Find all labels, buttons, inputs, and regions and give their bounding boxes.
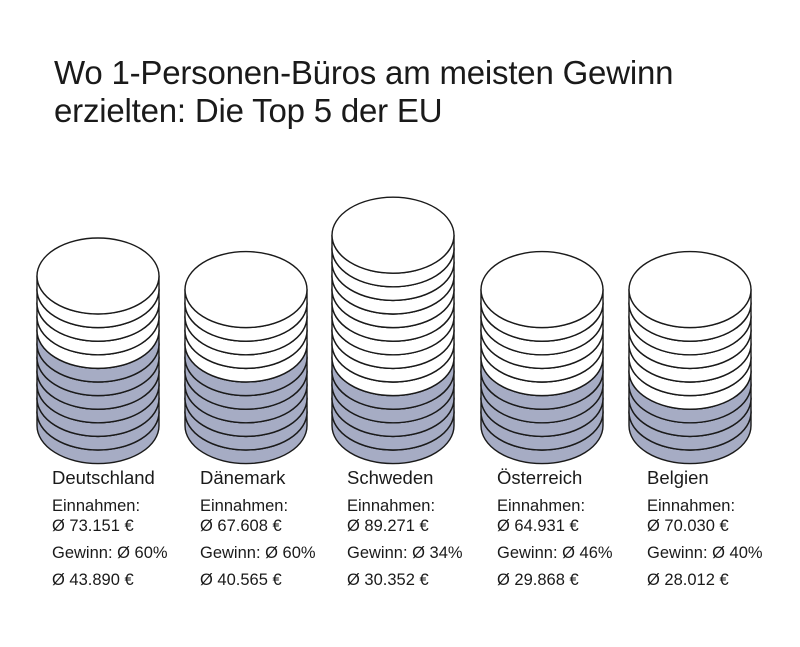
einnahmen-value: Ø 89.271 € xyxy=(347,517,429,535)
gewinn-percent: Gewinn: Ø 34% xyxy=(347,544,463,562)
gewinn-value: Ø 30.352 € xyxy=(347,571,429,589)
country-label: Schweden xyxy=(347,467,434,488)
label-group-deutschland: Deutschland Einnahmen: Ø 73.151 € Gewinn… xyxy=(52,466,202,590)
coin-top xyxy=(184,250,308,342)
einnahmen-label: Einnahmen: xyxy=(200,497,289,515)
gewinn-percent: Gewinn: Ø 60% xyxy=(200,544,316,562)
einnahmen-value: Ø 64.931 € xyxy=(497,517,579,535)
gewinn-value: Ø 43.890 € xyxy=(52,571,134,589)
label-group-daenemark: Dänemark Einnahmen: Ø 67.608 € Gewinn: Ø… xyxy=(200,466,350,590)
coin-top xyxy=(480,250,604,342)
coin-stack-3 xyxy=(331,196,455,465)
coin-face xyxy=(628,250,752,329)
country-label: Dänemark xyxy=(200,467,286,488)
chart-title: Wo 1-Personen-Büros am meisten Gewinn er… xyxy=(54,54,754,130)
coin-stack-2 xyxy=(184,250,308,465)
einnahmen-label: Einnahmen: xyxy=(647,497,736,515)
chart-title-line-1: Wo 1-Personen-Büros am meisten Gewinn xyxy=(54,54,674,91)
coin-top xyxy=(36,237,160,329)
country-label: Belgien xyxy=(647,467,709,488)
einnahmen-value: Ø 70.030 € xyxy=(647,517,729,535)
gewinn-percent: Gewinn: Ø 46% xyxy=(497,544,613,562)
einnahmen-label: Einnahmen: xyxy=(497,497,586,515)
coin-face xyxy=(480,250,604,329)
country-label: Österreich xyxy=(497,467,583,488)
coin-top xyxy=(331,196,455,288)
coin-face xyxy=(331,196,455,274)
einnahmen-label: Einnahmen: xyxy=(347,497,436,515)
coin-face xyxy=(36,237,160,315)
coin-stack-5 xyxy=(628,250,752,465)
einnahmen-value: Ø 67.608 € xyxy=(200,517,282,535)
gewinn-value: Ø 28.012 € xyxy=(647,571,729,589)
coin-top xyxy=(628,250,752,342)
gewinn-percent: Gewinn: Ø 60% xyxy=(52,544,168,562)
label-group-oesterreich: Österreich Einnahmen: Ø 64.931 € Gewinn:… xyxy=(497,466,647,590)
label-group-belgien: Belgien Einnahmen: Ø 70.030 € Gewinn: Ø … xyxy=(647,466,797,590)
coin-stack-4 xyxy=(480,250,604,465)
country-label: Deutschland xyxy=(52,467,155,488)
chart-title-line-2: erzielten: Die Top 5 der EU xyxy=(54,92,443,129)
einnahmen-label: Einnahmen: xyxy=(52,497,141,515)
coin-stack-1 xyxy=(36,237,160,465)
gewinn-value: Ø 40.565 € xyxy=(200,571,282,589)
gewinn-percent: Gewinn: Ø 40% xyxy=(647,544,763,562)
gewinn-value: Ø 29.868 € xyxy=(497,571,579,589)
label-group-schweden: Schweden Einnahmen: Ø 89.271 € Gewinn: Ø… xyxy=(347,466,497,590)
coin-face xyxy=(184,250,308,329)
einnahmen-value: Ø 73.151 € xyxy=(52,517,134,535)
